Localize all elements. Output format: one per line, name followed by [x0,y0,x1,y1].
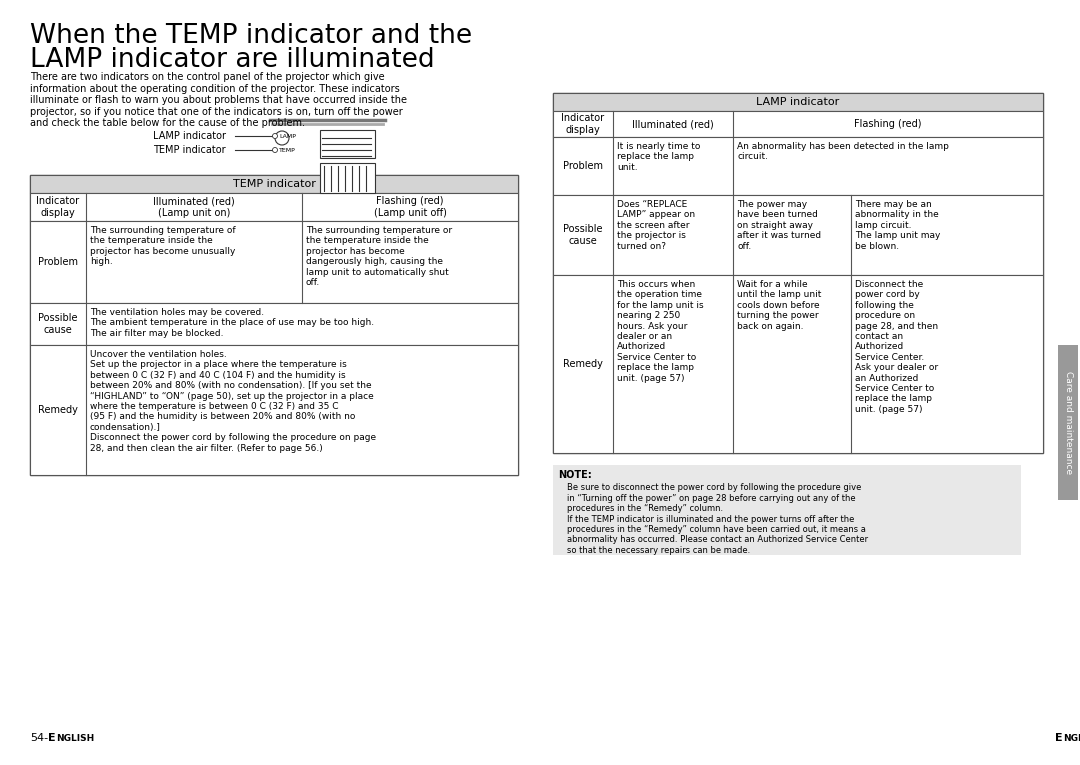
Text: E: E [48,733,56,743]
Text: in “Turning off the power” on page 28 before carrying out any of the: in “Turning off the power” on page 28 be… [567,493,855,503]
Text: The ventilation holes may be covered.
The ambient temperature in the place of us: The ventilation holes may be covered. Th… [90,308,374,338]
Bar [30,345,518,475]
Text: information about the operating condition of the projector. These indicators: information about the operating conditio… [30,83,400,93]
Text: LAMP indicator are illuminated: LAMP indicator are illuminated [30,47,434,73]
Text: Illuminated (red): Illuminated (red) [632,119,714,129]
Bar [30,303,518,345]
Text: LAMP: LAMP [279,134,296,138]
Text: Illuminated (red)
(Lamp unit on): Illuminated (red) (Lamp unit on) [153,196,234,218]
Text: Disconnect the
power cord by
following the
procedure on
page 28, and then
contac: Disconnect the power cord by following t… [855,280,939,414]
Text: TEMP indicator: TEMP indicator [232,179,315,189]
Text: There are two indicators on the control panel of the projector which give: There are two indicators on the control … [30,72,384,82]
Bar [553,275,1043,453]
Circle shape [272,134,278,138]
Text: Problem: Problem [563,161,603,171]
Text: Care and maintenance: Care and maintenance [1064,371,1072,474]
Text: 54-: 54- [30,733,49,743]
Text: An abnormality has been detected in the lamp
circuit.: An abnormality has been detected in the … [737,142,949,161]
Text: LAMP indicator: LAMP indicator [153,131,226,141]
Text: If the TEMP indicator is illuminated and the power turns off after the: If the TEMP indicator is illuminated and… [567,515,854,523]
Text: Uncover the ventilation holes.
Set up the projector in a place where the tempera: Uncover the ventilation holes. Set up th… [90,350,376,453]
Text: There may be an
abnormality in the
lamp circuit.
The lamp unit may
be blown.: There may be an abnormality in the lamp … [855,200,941,251]
Bar [1058,345,1078,500]
Text: and check the table below for the cause of the problem.: and check the table below for the cause … [30,118,305,128]
Bar [30,221,518,303]
Text: Remedy: Remedy [563,359,603,369]
Text: Flashing (red): Flashing (red) [854,119,921,129]
Text: illuminate or flash to warn you about problems that have occurred inside the: illuminate or flash to warn you about pr… [30,95,407,105]
Text: Problem: Problem [38,257,78,267]
Text: so that the necessary repairs can be made.: so that the necessary repairs can be mad… [567,546,751,555]
Text: procedures in the “Remedy” column have been carried out, it means a: procedures in the “Remedy” column have b… [567,525,866,534]
Bar [30,175,518,475]
Bar [320,163,375,193]
Bar [553,93,1043,111]
Text: Wait for a while
until the lamp unit
cools down before
turning the power
back on: Wait for a while until the lamp unit coo… [737,280,822,330]
Bar [320,130,375,158]
Text: abnormality has occurred. Please contact an Authorized Service Center: abnormality has occurred. Please contact… [567,536,868,545]
Text: NGLISH: NGLISH [56,734,94,743]
Text: Does “REPLACE
LAMP” appear on
the screen after
the projector is
turned on?: Does “REPLACE LAMP” appear on the screen… [617,200,696,251]
Text: The surrounding temperature of
the temperature inside the
projector has become u: The surrounding temperature of the tempe… [90,226,235,266]
Bar [553,195,1043,275]
Text: The power may
have been turned
on straight away
after it was turned
off.: The power may have been turned on straig… [737,200,821,251]
Text: Possible
cause: Possible cause [38,313,78,335]
Text: NOTE:: NOTE: [558,470,592,480]
Text: TEMP indicator: TEMP indicator [153,145,226,155]
Bar [553,137,1043,195]
Text: Indicator
display: Indicator display [37,196,80,218]
Text: NGLISH-55: NGLISH-55 [1063,734,1080,743]
Text: Indicator
display: Indicator display [562,113,605,135]
Bar [553,465,1021,555]
Text: This occurs when
the operation time
for the lamp unit is
nearing 2 250
hours. As: This occurs when the operation time for … [617,280,704,382]
Text: LAMP indicator: LAMP indicator [756,97,839,107]
Text: The surrounding temperature or
the temperature inside the
projector has become
d: The surrounding temperature or the tempe… [306,226,453,287]
Text: projector, so if you notice that one of the indicators is on, turn off the power: projector, so if you notice that one of … [30,106,403,116]
Text: Flashing (red)
(Lamp unit off): Flashing (red) (Lamp unit off) [374,196,446,218]
Text: E: E [1055,733,1063,743]
Bar [30,175,518,193]
Text: Possible
cause: Possible cause [564,224,603,246]
Bar [30,193,518,221]
Text: Be sure to disconnect the power cord by following the procedure give: Be sure to disconnect the power cord by … [567,483,862,492]
Text: It is nearly time to
replace the lamp
unit.: It is nearly time to replace the lamp un… [617,142,700,172]
Text: procedures in the “Remedy” column.: procedures in the “Remedy” column. [567,504,724,513]
Circle shape [275,131,289,145]
Bar [553,93,1043,453]
Text: TEMP: TEMP [279,148,296,152]
Text: Remedy: Remedy [38,405,78,415]
Circle shape [272,148,278,152]
Bar [553,111,1043,137]
Text: When the TEMP indicator and the: When the TEMP indicator and the [30,23,472,49]
